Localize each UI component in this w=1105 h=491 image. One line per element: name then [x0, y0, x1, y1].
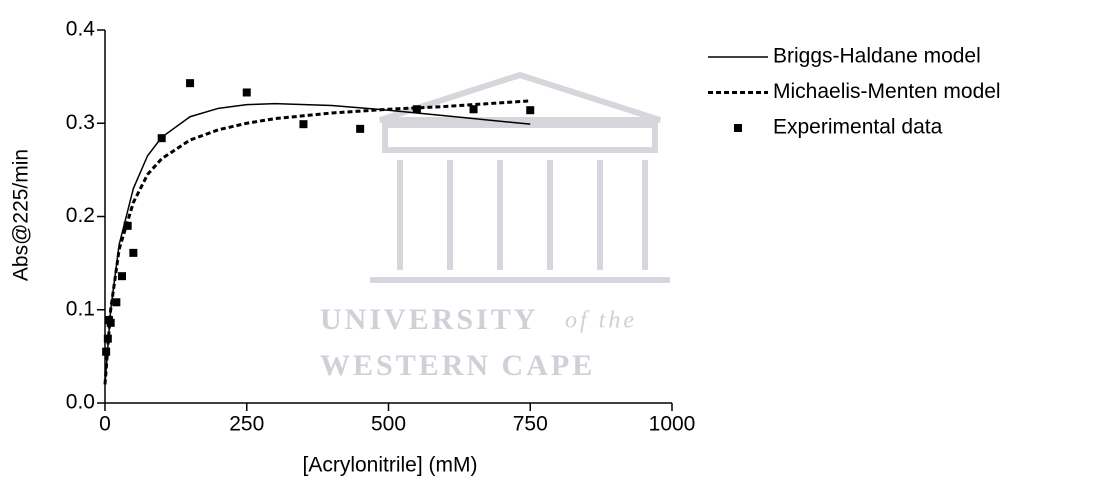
data-point — [526, 106, 534, 114]
x-axis-label: [Acrylonitrile] (mM) — [302, 454, 477, 477]
legend-marker — [734, 124, 742, 132]
y-tick-label: 0.0 — [66, 391, 95, 414]
data-point — [413, 105, 421, 113]
y-tick-label: 0.2 — [66, 204, 95, 227]
legend-label: Briggs-Haldane model — [773, 45, 981, 68]
watermark-text: WESTERN CAPE — [320, 349, 595, 382]
model-curve — [105, 104, 530, 385]
data-point — [299, 120, 307, 128]
x-tick-label: 0 — [99, 413, 111, 436]
data-point — [470, 105, 478, 113]
watermark-text: UNIVERSITY — [320, 303, 538, 336]
data-point — [104, 335, 112, 343]
data-point — [102, 348, 110, 356]
data-point — [186, 79, 194, 87]
data-point — [112, 298, 120, 306]
chart: UNIVERSITY of the WESTERN CAPE [Acryloni… — [0, 0, 1105, 491]
model-curve — [105, 101, 530, 384]
x-tick-label: 500 — [371, 413, 406, 436]
data-point — [118, 272, 126, 280]
x-tick-label: 1000 — [649, 413, 696, 436]
data-point — [129, 249, 137, 257]
y-tick-label: 0.4 — [66, 18, 96, 41]
legend-label: Experimental data — [773, 116, 943, 139]
data-point — [124, 222, 132, 230]
x-tick-label: 250 — [229, 413, 264, 436]
y-tick-label: 0.3 — [66, 111, 95, 134]
y-tick-label: 0.1 — [66, 297, 95, 320]
data-point — [243, 88, 251, 96]
data-point — [158, 134, 166, 142]
y-axis-label: Abs@225/min — [10, 149, 33, 281]
x-tick-label: 750 — [513, 413, 548, 436]
data-point — [107, 319, 115, 327]
data-point — [356, 125, 364, 133]
watermark-text: of the — [565, 308, 637, 334]
legend-label: Michaelis-Menten model — [773, 80, 1001, 103]
